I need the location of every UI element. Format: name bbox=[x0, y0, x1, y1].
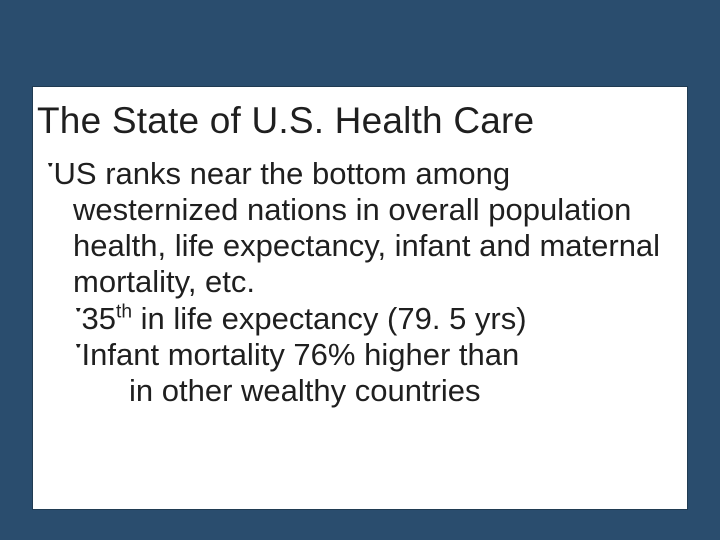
sub-bullet-text-pre: 35 bbox=[82, 301, 116, 336]
slide: The State of U.S. Health Care ་US ranks … bbox=[0, 0, 720, 540]
content-box: The State of U.S. Health Care ་US ranks … bbox=[32, 86, 688, 510]
slide-title: The State of U.S. Health Care bbox=[33, 101, 687, 142]
bullet-text-cont: westernized nations in overall populatio… bbox=[47, 192, 687, 301]
ordinal-superscript: th bbox=[116, 301, 132, 322]
sub-bullet-item: ་35th in life expectancy (79. 5 yrs) bbox=[33, 301, 687, 337]
sub-bullet-text-cont: in other wealthy countries bbox=[75, 373, 687, 409]
bullet-item: ་US ranks near the bottom among westerni… bbox=[33, 156, 687, 301]
bullet-text-first: US ranks near the bottom among bbox=[54, 156, 511, 191]
body-area: ་US ranks near the bottom among westerni… bbox=[33, 142, 687, 410]
sub-bullet-text-first: Infant mortality 76% higher than bbox=[82, 337, 520, 372]
sub-bullet-item: ་Infant mortality 76% higher than in oth… bbox=[33, 337, 687, 410]
sub-bullet-text-post: in life expectancy (79. 5 yrs) bbox=[132, 301, 527, 336]
